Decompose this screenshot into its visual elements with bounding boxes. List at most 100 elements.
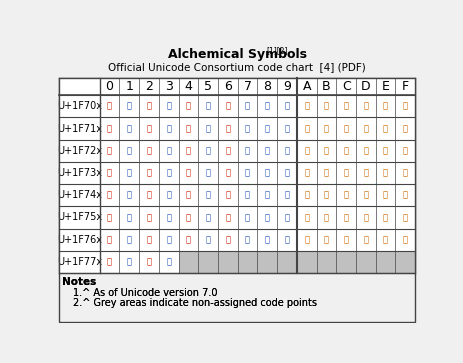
Text: 🝢: 🝢: [146, 235, 151, 244]
Bar: [159, 95, 179, 117]
Bar: [277, 95, 297, 117]
Bar: [59, 229, 100, 251]
Text: 🝩: 🝩: [284, 235, 289, 244]
Bar: [59, 117, 100, 140]
Bar: [395, 184, 415, 206]
Text: 🝥: 🝥: [206, 235, 211, 244]
Bar: [119, 140, 139, 162]
Text: 1.^ As of Unicode version 7.0: 1.^ As of Unicode version 7.0: [73, 287, 218, 298]
Text: 🝈: 🝈: [265, 191, 270, 200]
Text: 🜑: 🜑: [127, 124, 132, 133]
Text: 🝆: 🝆: [225, 191, 231, 200]
Text: 🜏: 🜏: [403, 102, 408, 111]
Text: 🜃: 🜃: [166, 102, 171, 111]
Text: 🜵: 🜵: [206, 168, 211, 178]
Bar: [297, 162, 317, 184]
Text: 🜕: 🜕: [206, 124, 211, 133]
Bar: [356, 184, 375, 206]
Bar: [336, 162, 356, 184]
Bar: [375, 229, 395, 251]
Bar: [297, 95, 317, 117]
Bar: [375, 251, 395, 273]
Bar: [395, 162, 415, 184]
Text: 🜊: 🜊: [304, 102, 309, 111]
Bar: [317, 140, 336, 162]
Bar: [59, 140, 100, 162]
Bar: [336, 251, 356, 273]
Text: 🜞: 🜞: [383, 124, 388, 133]
Text: 🝙: 🝙: [284, 213, 289, 222]
Text: 🝉: 🝉: [284, 191, 289, 200]
Text: 🝖: 🝖: [225, 213, 231, 222]
Text: 🜱: 🜱: [127, 168, 132, 178]
Bar: [238, 140, 257, 162]
Text: 3: 3: [165, 80, 173, 93]
Bar: [139, 95, 159, 117]
Bar: [119, 229, 139, 251]
Bar: [336, 140, 356, 162]
Text: 🜷: 🜷: [245, 168, 250, 178]
Bar: [356, 229, 375, 251]
Bar: [139, 251, 159, 273]
Text: 🜄: 🜄: [186, 102, 191, 111]
Text: 🜠: 🜠: [107, 146, 112, 155]
Text: 2.^ Grey areas indicate non-assigned code points: 2.^ Grey areas indicate non-assigned cod…: [73, 298, 317, 308]
Bar: [257, 95, 277, 117]
Bar: [238, 117, 257, 140]
Bar: [198, 162, 218, 184]
Bar: [218, 206, 238, 229]
Bar: [218, 140, 238, 162]
Bar: [59, 251, 100, 273]
Text: Notes: Notes: [62, 277, 96, 287]
Bar: [218, 251, 238, 273]
Text: 🝕: 🝕: [206, 213, 211, 222]
Bar: [179, 140, 198, 162]
Text: 🜎: 🜎: [383, 102, 388, 111]
Text: 🜧: 🜧: [245, 146, 250, 155]
Bar: [59, 273, 415, 322]
Bar: [297, 140, 317, 162]
Text: 🝠: 🝠: [107, 235, 112, 244]
Text: 🝧: 🝧: [245, 235, 250, 244]
Bar: [100, 229, 119, 251]
Text: 🜋: 🜋: [324, 102, 329, 111]
Text: 🝐: 🝐: [107, 213, 112, 222]
Text: Notes: Notes: [62, 277, 96, 287]
Text: 🝇: 🝇: [245, 191, 250, 200]
Text: U+1F75x: U+1F75x: [57, 212, 102, 223]
Bar: [179, 117, 198, 140]
Bar: [317, 229, 336, 251]
Text: 🜢: 🜢: [146, 146, 151, 155]
Bar: [356, 140, 375, 162]
Bar: [395, 206, 415, 229]
Bar: [395, 95, 415, 117]
Text: 🜶: 🜶: [225, 168, 231, 178]
Bar: [375, 206, 395, 229]
Text: E: E: [382, 80, 389, 93]
Text: 7: 7: [244, 80, 251, 93]
Text: 🝪: 🝪: [304, 235, 309, 244]
Bar: [100, 206, 119, 229]
Text: 🜭: 🜭: [363, 146, 369, 155]
Bar: [198, 95, 218, 117]
Text: 🝏: 🝏: [403, 191, 408, 200]
Bar: [277, 206, 297, 229]
Bar: [238, 206, 257, 229]
Bar: [317, 95, 336, 117]
Text: 🜂: 🜂: [146, 102, 151, 111]
Bar: [100, 184, 119, 206]
Text: 🜰: 🜰: [107, 168, 112, 178]
Text: 🝄: 🝄: [186, 191, 191, 200]
Text: 🜴: 🜴: [186, 168, 191, 178]
Text: 🝣: 🝣: [166, 235, 171, 244]
Text: 🝟: 🝟: [403, 213, 408, 222]
Text: 🝓: 🝓: [166, 213, 171, 222]
Text: 🝮: 🝮: [383, 235, 388, 244]
Bar: [159, 117, 179, 140]
Text: 🝡: 🝡: [127, 235, 132, 244]
Bar: [100, 117, 119, 140]
Text: U+1F76x: U+1F76x: [57, 234, 102, 245]
Text: [1][2]: [1][2]: [267, 46, 288, 55]
Bar: [336, 184, 356, 206]
Text: 🜿: 🜿: [403, 168, 408, 178]
